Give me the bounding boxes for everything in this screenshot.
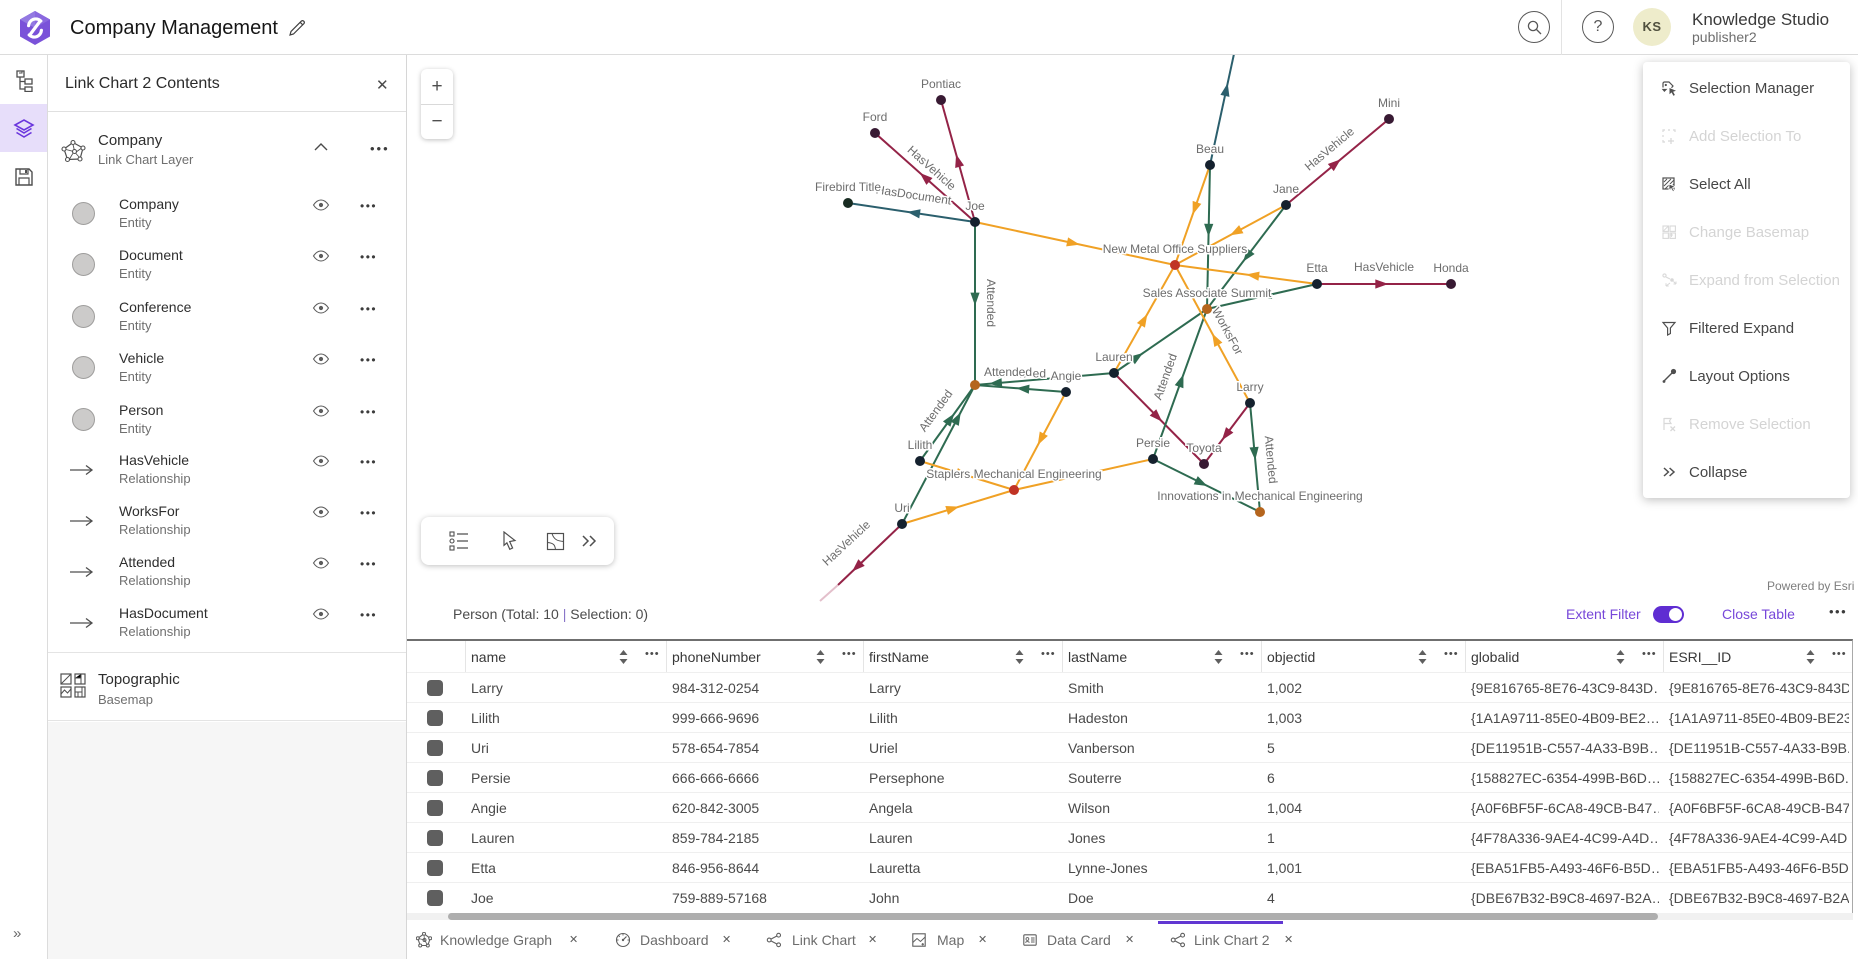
svg-text:HasVehicle: HasVehicle [1302,124,1357,173]
svg-text:Jane: Jane [1273,182,1299,196]
svg-text:HasVehicle: HasVehicle [819,517,873,568]
svg-text:Attended: Attended [984,365,1032,379]
svg-text:HasDocument: HasDocument [875,183,953,208]
svg-text:Larry: Larry [1236,380,1263,394]
svg-text:WorksFor: WorksFor [1209,305,1246,357]
svg-text:Persie: Persie [1136,436,1170,450]
svg-text:Lauren: Lauren [1095,350,1132,364]
svg-text:New Metal Office Suppliers: New Metal Office Suppliers [1103,242,1248,256]
svg-text:Ford: Ford [863,110,888,124]
svg-text:Sales Associate Summit: Sales Associate Summit [1143,286,1272,300]
svg-text:Mini: Mini [1378,96,1400,110]
svg-text:Honda: Honda [1433,261,1469,275]
svg-text:Attended: Attended [998,367,1046,381]
svg-text:Etta: Etta [1306,261,1328,275]
svg-text:Lilith: Lilith [908,438,933,452]
svg-text:Beau: Beau [1196,142,1224,156]
svg-text:Innovations in Mechanical Engi: Innovations in Mechanical Engineering [1157,489,1362,503]
svg-text:Toyota: Toyota [1186,441,1222,455]
svg-text:Attended: Attended [1262,435,1280,484]
svg-text:Attended: Attended [984,279,998,327]
svg-text:Joe: Joe [965,199,985,213]
svg-text:HasVehicle: HasVehicle [1354,260,1414,274]
svg-text:Angie: Angie [1051,369,1082,383]
svg-text:Firebird Title: Firebird Title [815,180,881,194]
svg-text:Staplers Mechanical Engineerin: Staplers Mechanical Engineering [926,467,1101,481]
svg-text:Pontiac: Pontiac [921,77,961,91]
svg-text:HasVehicle: HasVehicle [905,143,959,194]
svg-text:Attended: Attended [916,387,956,434]
svg-text:Uri: Uri [894,501,909,515]
